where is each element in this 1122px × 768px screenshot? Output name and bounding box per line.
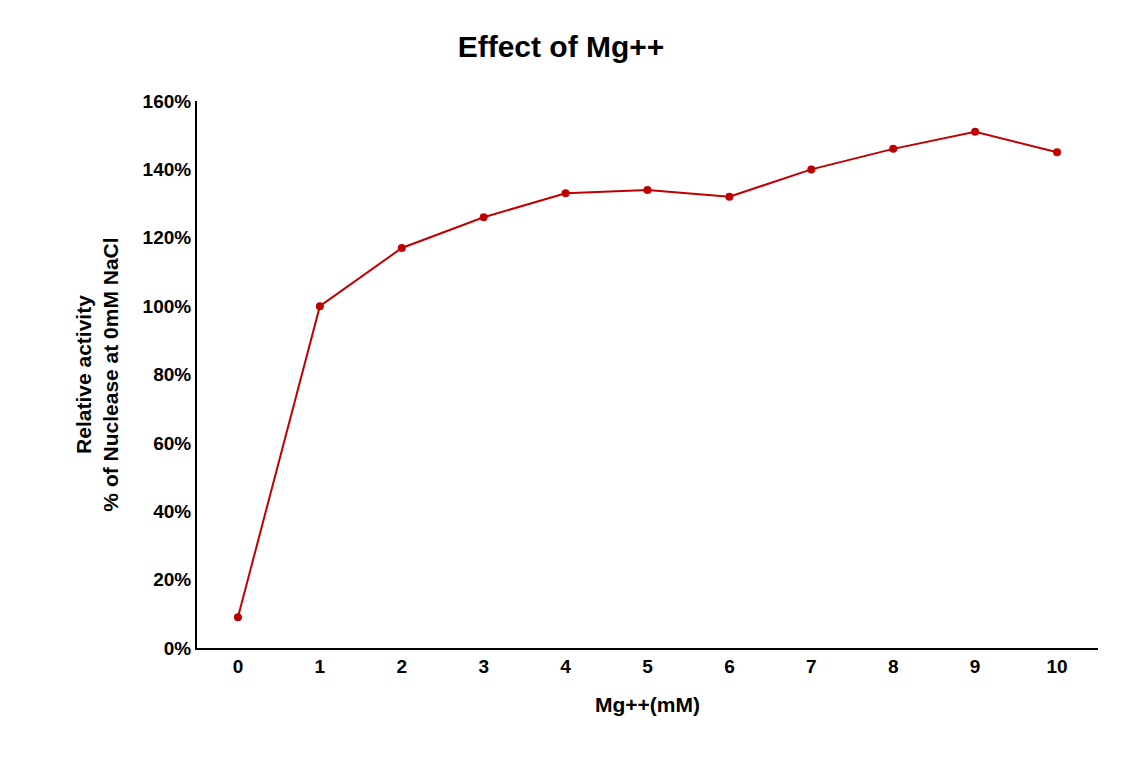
- svg-text:0: 0: [233, 656, 244, 677]
- svg-text:7: 7: [806, 656, 817, 677]
- svg-text:9: 9: [970, 656, 981, 677]
- svg-text:Effect of Mg++: Effect of Mg++: [458, 30, 665, 63]
- svg-text:60%: 60%: [153, 433, 191, 454]
- svg-text:8: 8: [888, 656, 899, 677]
- svg-text:Mg++(mM): Mg++(mM): [595, 693, 700, 716]
- svg-text:80%: 80%: [153, 364, 191, 385]
- svg-text:40%: 40%: [153, 501, 191, 522]
- svg-text:4: 4: [560, 656, 571, 677]
- svg-text:10: 10: [1046, 656, 1067, 677]
- svg-text:Relative activity% of Nuclease: Relative activity% of Nuclease at 0mM Na…: [72, 237, 122, 511]
- svg-text:3: 3: [478, 656, 489, 677]
- svg-text:2: 2: [396, 656, 407, 677]
- svg-text:6: 6: [724, 656, 735, 677]
- svg-text:5: 5: [642, 656, 653, 677]
- svg-text:160%: 160%: [143, 91, 192, 112]
- svg-text:20%: 20%: [153, 569, 191, 590]
- svg-text:100%: 100%: [143, 296, 192, 317]
- svg-text:120%: 120%: [143, 227, 192, 248]
- svg-text:140%: 140%: [143, 159, 192, 180]
- svg-text:1: 1: [315, 656, 326, 677]
- svg-text:0%: 0%: [164, 638, 192, 659]
